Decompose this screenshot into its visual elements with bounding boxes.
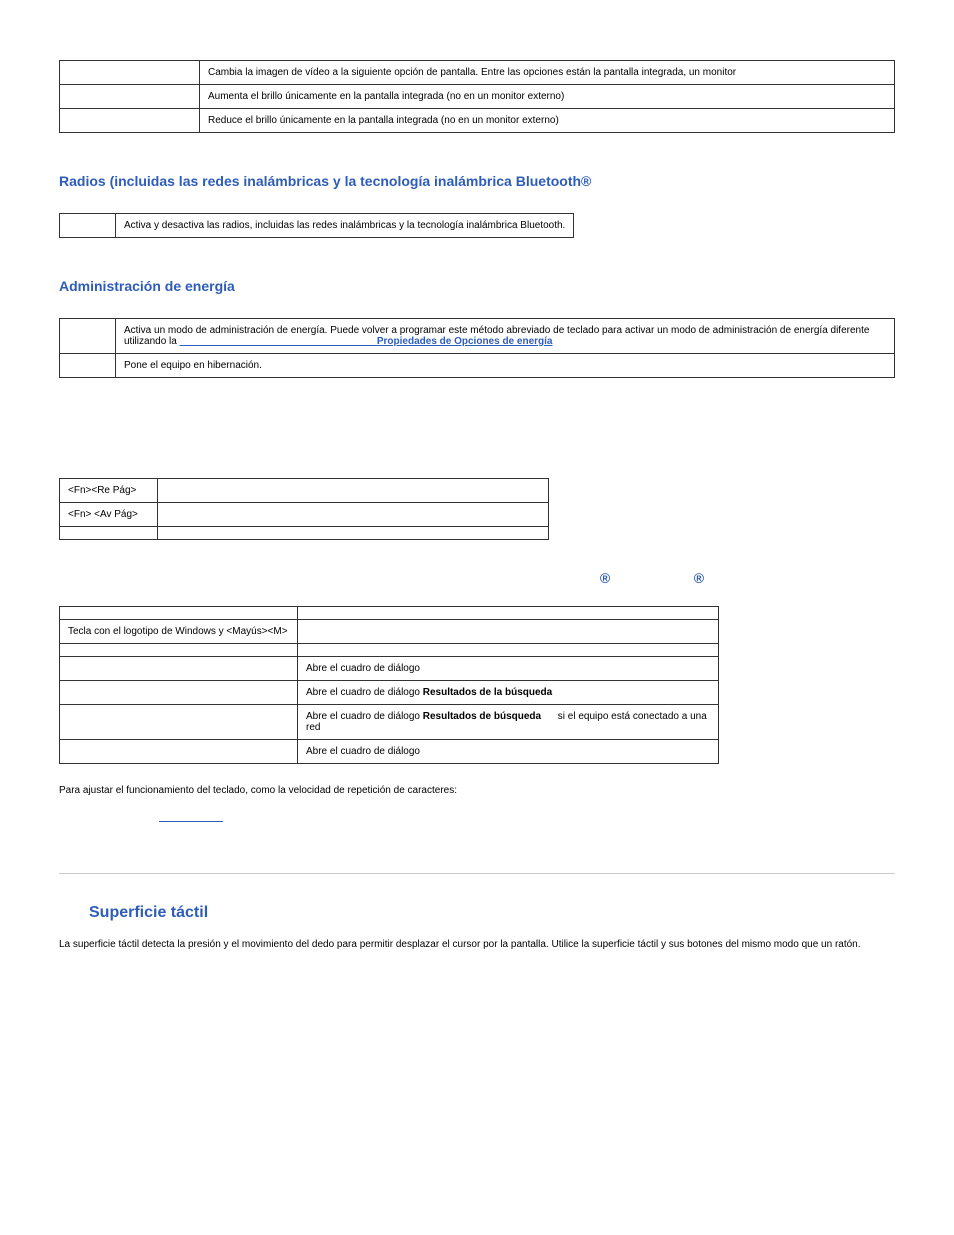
key-cell bbox=[60, 644, 298, 657]
key-cell bbox=[60, 681, 298, 705]
dialog-name: Resultados de la búsqueda bbox=[423, 687, 552, 698]
key-cell: <Fn> <Av Pág> bbox=[60, 503, 158, 527]
desc-cell bbox=[158, 479, 549, 503]
display-functions-table: Cambia la imagen de vídeo a la siguiente… bbox=[59, 60, 895, 133]
windows-keys-table: Tecla con el logotipo de Windows y <Mayú… bbox=[59, 606, 719, 764]
key-cell bbox=[60, 61, 200, 85]
blank-link-placeholder bbox=[159, 812, 895, 823]
keyboard-adjust-text: Para ajustar el funcionamiento del tecla… bbox=[59, 784, 895, 798]
key-cell bbox=[60, 740, 298, 764]
key-cell bbox=[60, 354, 116, 378]
document-page: Cambia la imagen de vídeo a la siguiente… bbox=[59, 60, 895, 952]
power-table: Activa un modo de administración de ener… bbox=[59, 318, 895, 378]
table-row: Tecla con el logotipo de Windows y <Mayú… bbox=[60, 620, 719, 644]
table-row bbox=[60, 607, 719, 620]
table-row: Activa un modo de administración de ener… bbox=[60, 319, 895, 354]
key-cell bbox=[60, 319, 116, 354]
desc-cell: Pone el equipo en hibernación. bbox=[116, 354, 895, 378]
desc-cell bbox=[298, 607, 719, 620]
blank-underline bbox=[180, 336, 377, 347]
key-cell bbox=[60, 527, 158, 540]
desc-text: Abre el cuadro de diálogo bbox=[306, 711, 423, 722]
table-row: Activa y desactiva las radios, incluidas… bbox=[60, 214, 574, 238]
table-row: <Fn><Re Pág> bbox=[60, 479, 549, 503]
desc-cell bbox=[158, 527, 549, 540]
underline-placeholder bbox=[159, 812, 223, 823]
table-row: Reduce el brillo únicamente en la pantal… bbox=[60, 109, 895, 133]
desc-cell bbox=[298, 620, 719, 644]
desc-text: Abre el cuadro de diálogo bbox=[306, 746, 420, 757]
table-row: Abre el cuadro de diálogo Resultados de … bbox=[60, 705, 719, 740]
desc-cell: Aumenta el brillo únicamente en la panta… bbox=[200, 85, 895, 109]
key-cell: <Fn><Re Pág> bbox=[60, 479, 158, 503]
desc-cell: Reduce el brillo únicamente en la pantal… bbox=[200, 109, 895, 133]
desc-cell: Abre el cuadro de diálogo bbox=[298, 657, 719, 681]
key-cell bbox=[60, 85, 200, 109]
desc-cell: Abre el cuadro de diálogo Resultados de … bbox=[298, 705, 719, 740]
table-row: Abre el cuadro de diálogo bbox=[60, 657, 719, 681]
key-cell bbox=[60, 214, 116, 238]
desc-cell bbox=[158, 503, 549, 527]
power-properties-link[interactable]: Propiedades de Opciones de energía bbox=[377, 336, 553, 347]
radios-table: Activa y desactiva las radios, incluidas… bbox=[59, 213, 574, 238]
desc-cell bbox=[298, 644, 719, 657]
key-cell: Tecla con el logotipo de Windows y <Mayú… bbox=[60, 620, 298, 644]
table-row: <Fn> <Av Pág> bbox=[60, 503, 549, 527]
key-cell bbox=[60, 109, 200, 133]
radios-heading: Radios (incluidas las redes inalámbricas… bbox=[59, 173, 895, 189]
dialog-name: Resultados de búsqueda bbox=[423, 711, 541, 722]
desc-text: Abre el cuadro de diálogo bbox=[306, 663, 420, 674]
table-row: Aumenta el brillo únicamente en la panta… bbox=[60, 85, 895, 109]
desc-cell: Activa un modo de administración de ener… bbox=[116, 319, 895, 354]
key-cell bbox=[60, 705, 298, 740]
table-row bbox=[60, 644, 719, 657]
desc-cell: Abre el cuadro de diálogo Resultados de … bbox=[298, 681, 719, 705]
table-row: Cambia la imagen de vídeo a la siguiente… bbox=[60, 61, 895, 85]
table-row: Abre el cuadro de diálogo bbox=[60, 740, 719, 764]
fn-keys-table: <Fn><Re Pág> <Fn> <Av Pág> bbox=[59, 478, 549, 540]
power-heading: Administración de energía bbox=[59, 278, 895, 294]
registered-icon: ® bbox=[694, 570, 704, 586]
table-row: Pone el equipo en hibernación. bbox=[60, 354, 895, 378]
table-row bbox=[60, 527, 549, 540]
desc-cell: Activa y desactiva las radios, incluidas… bbox=[116, 214, 574, 238]
key-cell bbox=[60, 607, 298, 620]
registered-icon: ® bbox=[600, 570, 610, 586]
table-row: Abre el cuadro de diálogo Resultados de … bbox=[60, 681, 719, 705]
registered-symbols-row: ® ® bbox=[59, 570, 895, 586]
touchpad-intro-text: La superficie táctil detecta la presión … bbox=[59, 938, 895, 952]
key-cell bbox=[60, 657, 298, 681]
desc-text: Abre el cuadro de diálogo bbox=[306, 687, 423, 698]
desc-cell: Abre el cuadro de diálogo bbox=[298, 740, 719, 764]
section-divider bbox=[59, 873, 895, 874]
desc-cell: Cambia la imagen de vídeo a la siguiente… bbox=[200, 61, 895, 85]
touchpad-heading: Superficie táctil bbox=[89, 904, 895, 922]
